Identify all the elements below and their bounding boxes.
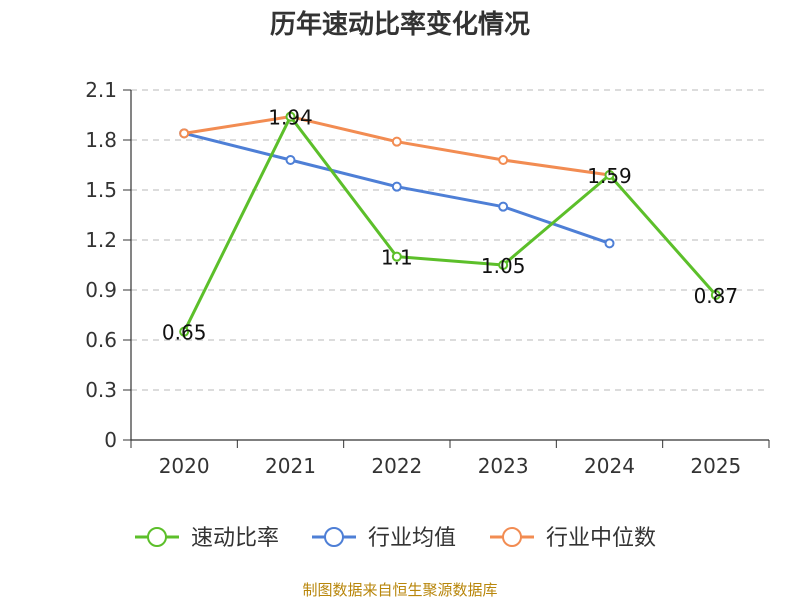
data-label: 1.59 — [587, 164, 632, 188]
x-tick-label: 2020 — [159, 454, 210, 478]
data-point-0[interactable] — [710, 290, 721, 300]
legend-swatch-marker — [324, 527, 344, 547]
data-point-1[interactable] — [498, 201, 509, 212]
source-note: 制图数据来自恒生聚源数据库 — [302, 581, 497, 599]
x-tick-label: 2023 — [478, 454, 529, 478]
series-line-0 — [182, 115, 717, 333]
data-point-0[interactable] — [391, 251, 402, 262]
x-tick-label: 2024 — [584, 454, 635, 478]
y-tick-label: 1.5 — [85, 178, 117, 202]
x-tick-label: 2022 — [371, 454, 422, 478]
legend-label: 速动比率 — [191, 526, 279, 551]
data-point-2[interactable] — [179, 128, 190, 139]
legend-label: 行业均值 — [368, 526, 456, 551]
axes: 0 0.3 0.6 0.9 1.2 1.5 1.8 2.1 2020 2021 2022 2023 20… — [85, 78, 770, 478]
grid-lines — [131, 89, 769, 391]
data-point-0[interactable] — [604, 170, 615, 180]
data-label: 1.05 — [481, 254, 526, 278]
y-tick-label: 1.8 — [85, 128, 117, 152]
data-point-0[interactable] — [498, 260, 509, 270]
legend-item-2[interactable]: 行业中位数 — [490, 526, 656, 551]
y-tick-label: 0.9 — [85, 278, 117, 302]
data-point-1[interactable] — [285, 155, 296, 165]
legend-item-0[interactable]: 速动比率 — [135, 526, 279, 551]
data-label: 0.87 — [694, 284, 739, 308]
data-label: 1.94 — [268, 106, 313, 130]
data-point-0[interactable] — [285, 111, 296, 122]
legend-item-1[interactable]: 行业均值 — [312, 526, 456, 551]
legend[interactable]: 速动比率 行业均值 行业中位数 — [135, 526, 656, 551]
y-tick-label: 2.1 — [85, 78, 117, 102]
y-tick-label: 1.2 — [85, 228, 117, 252]
legend-swatch-marker — [502, 527, 522, 547]
legend-swatch-marker — [147, 527, 167, 547]
series-lines — [179, 111, 721, 337]
data-label: 0.65 — [162, 321, 207, 345]
data-point-2[interactable] — [391, 136, 402, 147]
y-tick-label: 0 — [104, 428, 117, 452]
data-point-2[interactable] — [498, 155, 509, 165]
data-point-1[interactable] — [391, 181, 402, 192]
x-tick-label: 2025 — [690, 454, 741, 478]
data-point-0[interactable] — [179, 326, 190, 337]
x-tick-label: 2021 — [265, 454, 316, 478]
data-label: 1.1 — [381, 246, 413, 270]
y-tick-label: 0.3 — [85, 378, 117, 402]
legend-label: 行业中位数 — [546, 526, 656, 551]
chart-title: 历年速动比率变化情况 — [270, 9, 530, 40]
data-labels: 0.65 1.94 1.1 1.05 1.59 0.87 — [162, 106, 738, 345]
data-point-1[interactable] — [604, 238, 615, 249]
y-tick-label: 0.6 — [85, 328, 117, 352]
